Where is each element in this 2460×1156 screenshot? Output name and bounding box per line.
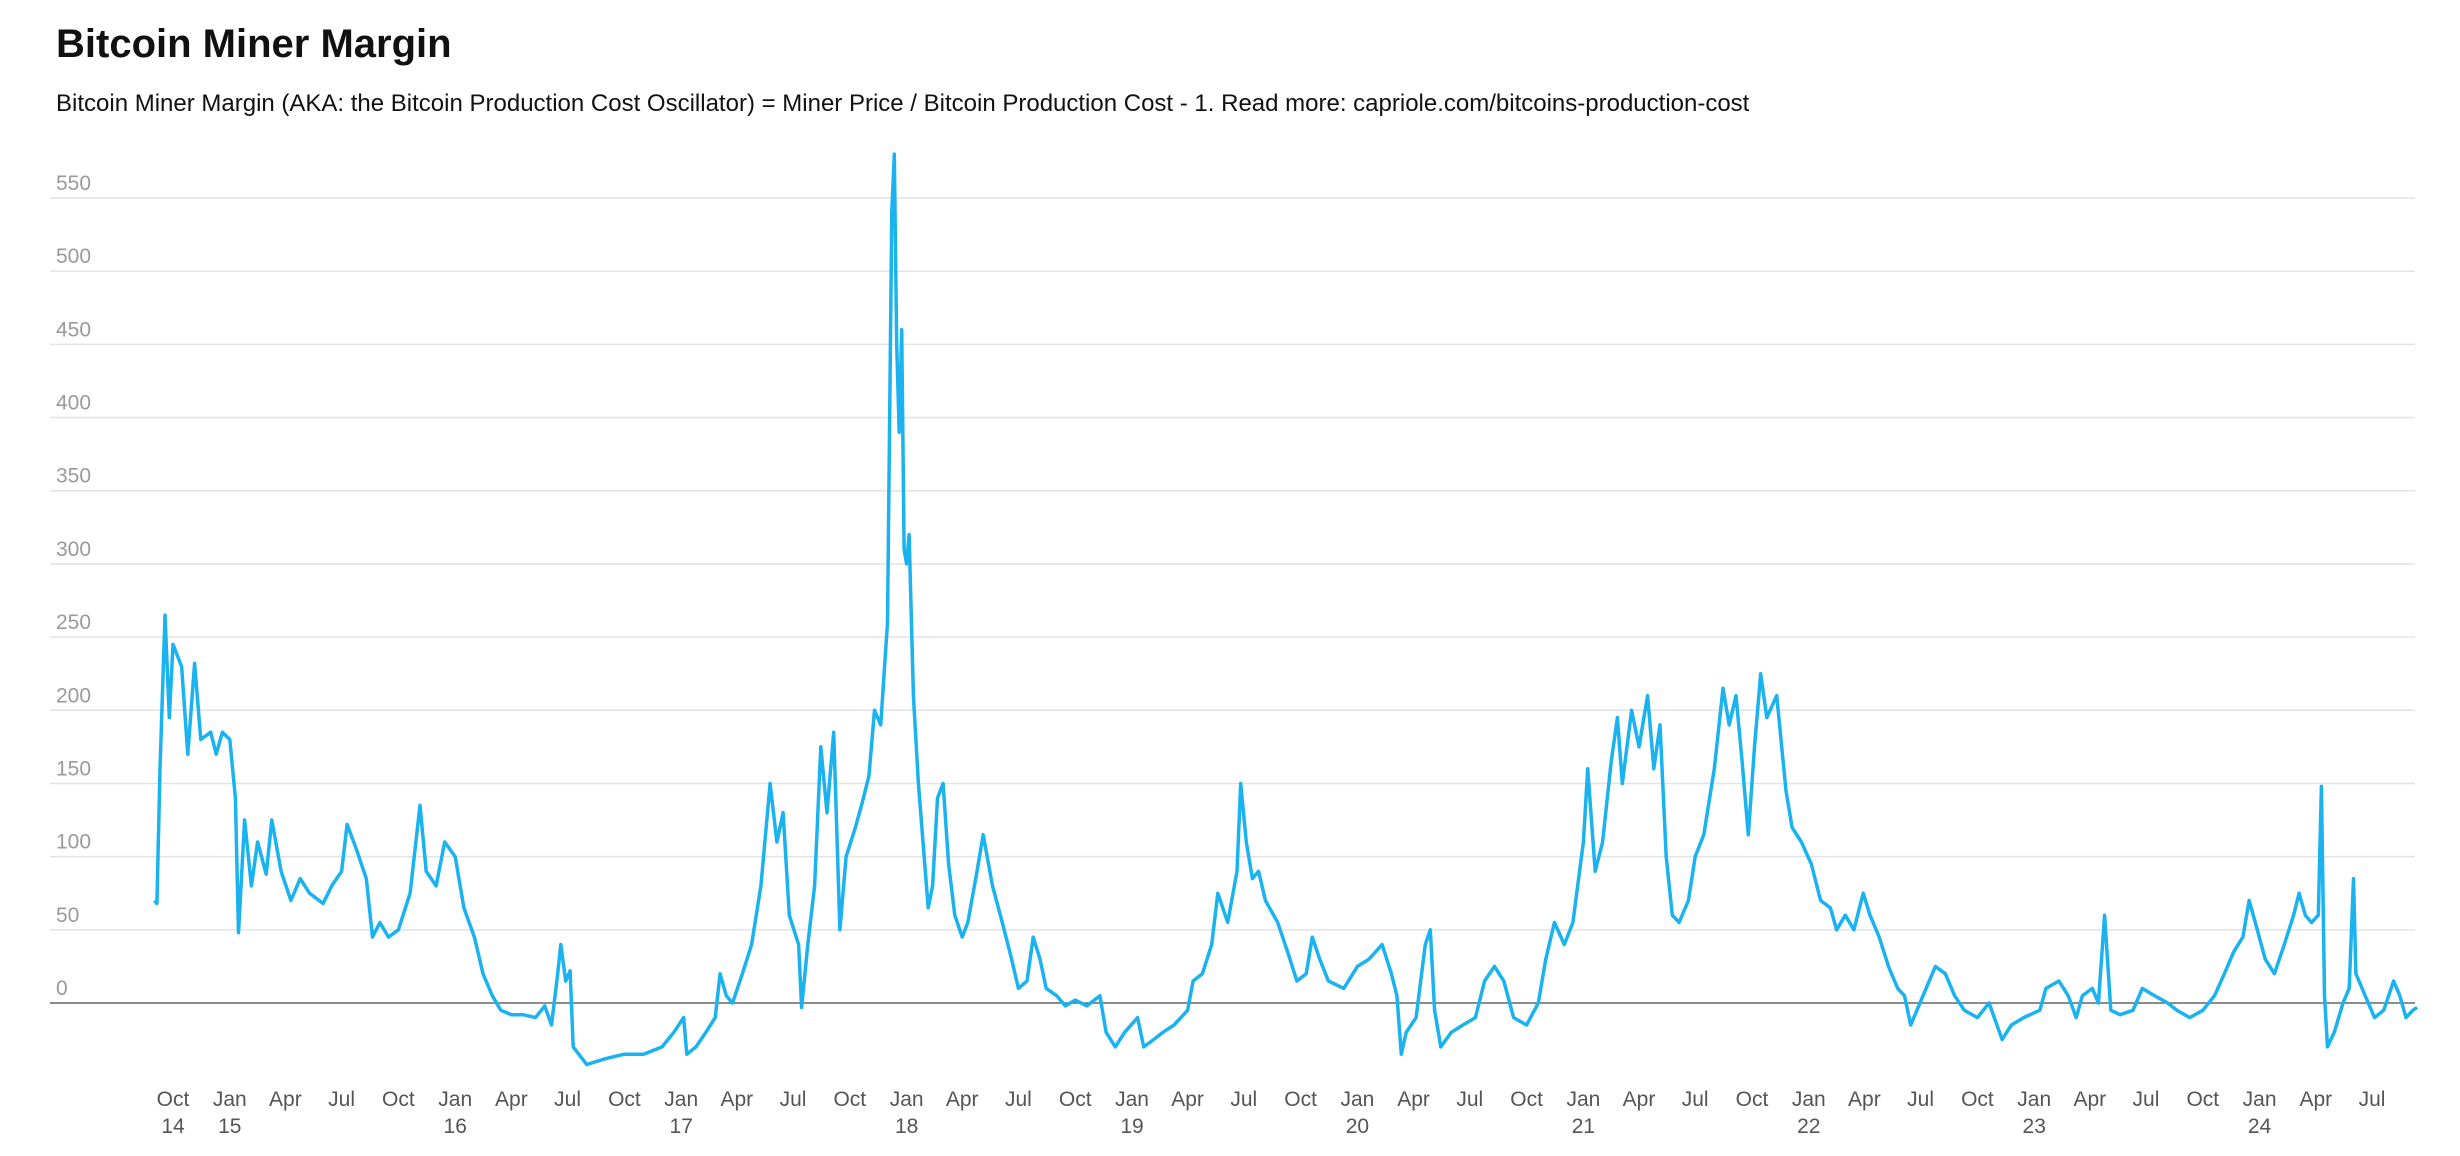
x-tick-label: Oct (1284, 1088, 1317, 1111)
x-tick-label: Jul (1907, 1088, 1934, 1111)
y-tick-label: 100 (56, 831, 91, 854)
x-tick-label: Jul (554, 1088, 581, 1111)
x-tick-label: Jul (1682, 1088, 1709, 1111)
x-tick-label: Jul (1005, 1088, 1032, 1111)
y-tick-label: 500 (56, 245, 91, 268)
x-tick-year-label: 21 (1572, 1115, 1595, 1138)
chart-subtitle: Bitcoin Miner Margin (AKA: the Bitcoin P… (56, 90, 1750, 117)
y-tick-label: 300 (56, 538, 91, 561)
x-tick-label: Apr (1848, 1088, 1881, 1111)
x-tick-year-label: 23 (2023, 1115, 2046, 1138)
x-axis-ticks: Oct 14 Jan 15 Apr Jul Oct Jan 16 Apr Jul Oct Jan 17 Ap… (157, 1088, 2386, 1138)
x-tick-label: Jul (1230, 1088, 1257, 1111)
y-axis-ticks: 0 50 100 150 200 250 300 350 400 450 500 550 (56, 172, 91, 1000)
y-tick-label: 50 (56, 904, 79, 927)
x-tick-label: Apr (1171, 1088, 1204, 1111)
x-tick-label: Apr (946, 1088, 979, 1111)
grid-lines (50, 197, 2415, 931)
y-tick-label: 550 (56, 172, 91, 195)
series-line-miner-margin (153, 152, 2419, 1067)
x-tick-year-label: 17 (670, 1115, 693, 1138)
x-tick-year-label: 24 (2248, 1115, 2272, 1138)
x-tick-label: Jan (1115, 1088, 1149, 1111)
x-tick-label: Oct (382, 1088, 415, 1111)
x-tick-year-label: 20 (1346, 1115, 1369, 1138)
x-tick-label: Oct (833, 1088, 866, 1111)
x-tick-label: Jan (438, 1088, 472, 1111)
y-tick-label: 200 (56, 684, 91, 707)
x-tick-label: Jan (890, 1088, 924, 1111)
x-tick-year-label: 16 (444, 1115, 467, 1138)
chart-title: Bitcoin Miner Margin (56, 22, 452, 66)
x-tick-label: Apr (1623, 1088, 1656, 1111)
x-tick-label: Apr (2073, 1088, 2106, 1111)
x-tick-label: Oct (1510, 1088, 1543, 1111)
y-tick-label: 0 (56, 977, 68, 1000)
x-tick-year-label: 19 (1120, 1115, 1143, 1138)
y-tick-label: 250 (56, 611, 91, 634)
x-tick-label: Apr (2299, 1088, 2332, 1111)
y-tick-label: 350 (56, 465, 91, 488)
x-tick-label: Oct (1059, 1088, 1092, 1111)
x-tick-year-label: 22 (1797, 1115, 1820, 1138)
x-tick-label: Apr (1397, 1088, 1430, 1111)
x-tick-label: Oct (157, 1088, 190, 1111)
x-tick-label: Jan (1340, 1088, 1374, 1111)
x-tick-label: Jan (2243, 1088, 2277, 1111)
x-tick-year-label: 15 (218, 1115, 241, 1138)
y-tick-label: 400 (56, 392, 91, 415)
x-tick-label: Apr (269, 1088, 302, 1111)
x-tick-label: Oct (2186, 1088, 2219, 1111)
x-tick-label: Jul (780, 1088, 807, 1111)
x-tick-label: Jan (213, 1088, 247, 1111)
x-tick-label: Jul (1456, 1088, 1483, 1111)
x-tick-label: Oct (608, 1088, 641, 1111)
x-tick-label: Jan (1566, 1088, 1600, 1111)
x-tick-label: Jul (2359, 1088, 2386, 1111)
x-tick-label: Jan (2017, 1088, 2051, 1111)
x-tick-year-label: 14 (161, 1115, 185, 1138)
x-tick-year-label: 18 (895, 1115, 918, 1138)
y-tick-label: 150 (56, 757, 91, 780)
x-tick-label: Apr (720, 1088, 753, 1111)
x-tick-label: Jan (664, 1088, 698, 1111)
x-tick-label: Apr (495, 1088, 528, 1111)
x-tick-label: Jul (2133, 1088, 2160, 1111)
y-tick-label: 450 (56, 318, 91, 341)
x-tick-label: Jul (328, 1088, 355, 1111)
x-tick-label: Oct (1736, 1088, 1769, 1111)
x-tick-label: Oct (1961, 1088, 1994, 1111)
x-tick-label: Jan (1792, 1088, 1826, 1111)
